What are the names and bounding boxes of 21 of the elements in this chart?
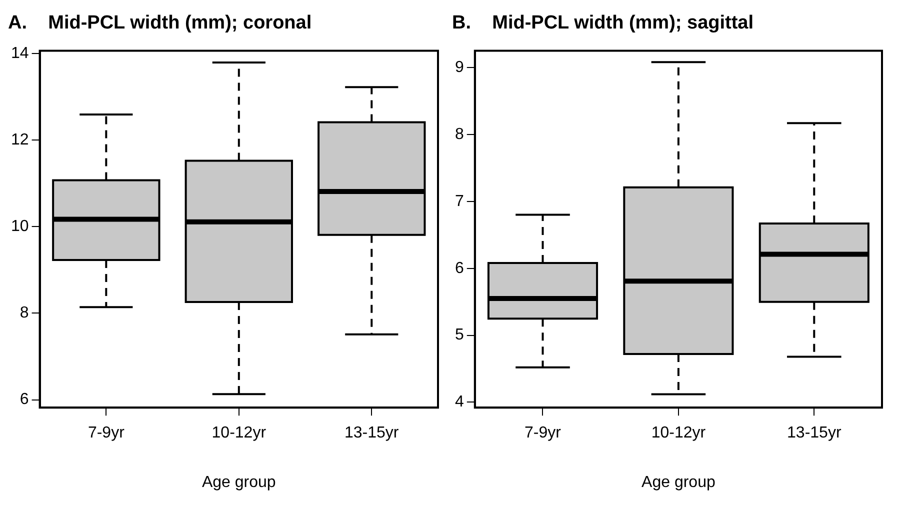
y-tick-label: 10	[11, 218, 29, 236]
x-tick-label: 7-9yr	[524, 424, 562, 442]
x-axis-title: Age group	[642, 474, 716, 491]
y-tick-label: 4	[454, 394, 464, 411]
y-tick-label: 8	[20, 304, 29, 322]
y-tick-label: 12	[11, 131, 29, 148]
x-tick-label: 10-12yr	[212, 424, 267, 442]
x-tick-label: 7-9yr	[88, 424, 126, 442]
x-tick-label: 13-15yr	[344, 424, 400, 442]
chart-title: A. Mid-PCL width (mm); coronal	[8, 12, 312, 34]
y-tick-label: 14	[11, 44, 29, 62]
x-tick-label: 13-15yr	[787, 424, 842, 442]
y-tick-label: 6	[454, 260, 464, 277]
x-axis-title: Age group	[202, 474, 276, 491]
chart-title: B. Mid-PCL width (mm); sagittal	[452, 12, 754, 34]
y-tick-label: 8	[454, 126, 464, 143]
y-tick-label: 9	[454, 58, 464, 76]
y-tick-label: 7	[454, 192, 464, 210]
y-tick-label: 5	[454, 326, 464, 344]
y-tick-label: 6	[20, 391, 29, 408]
x-tick-label: 10-12yr	[651, 424, 706, 442]
